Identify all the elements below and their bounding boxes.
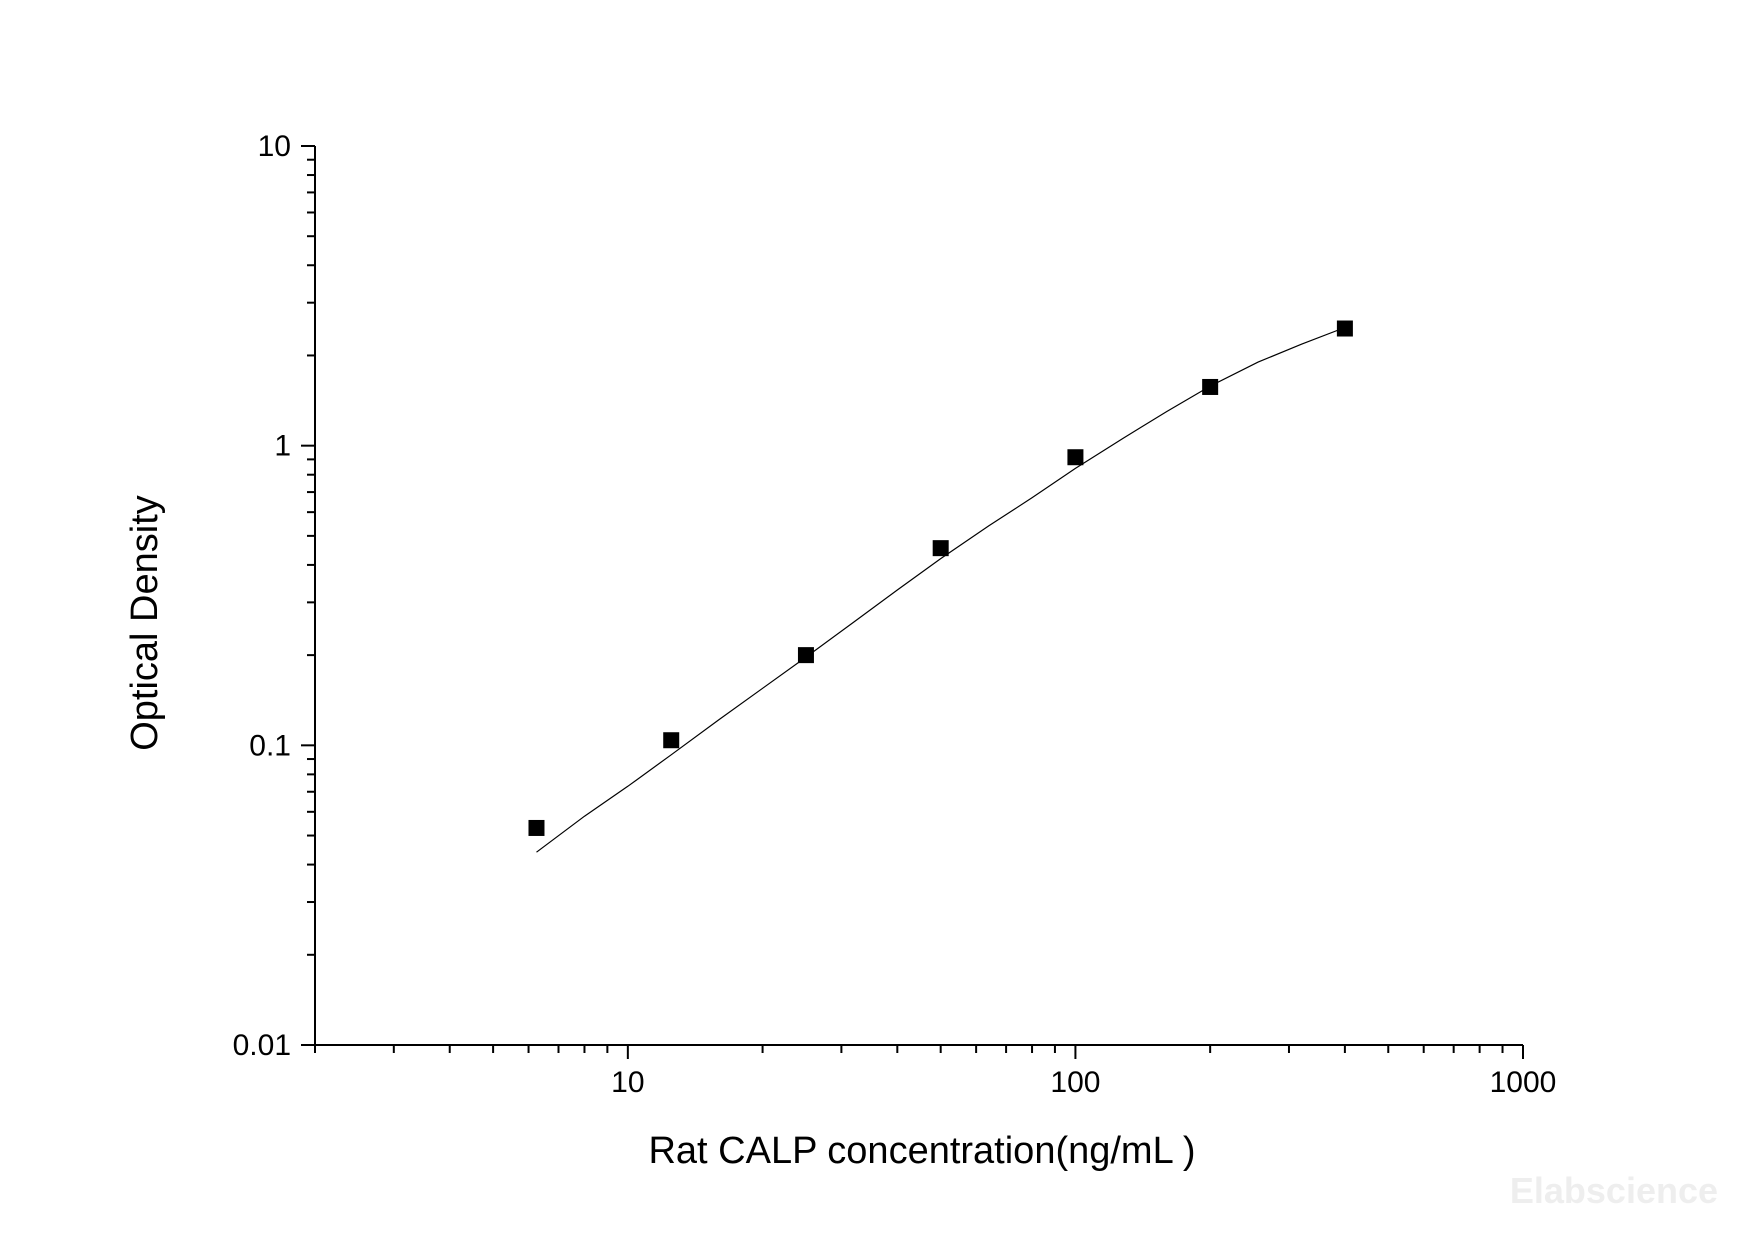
y-tick-label: 0.01 xyxy=(233,1029,291,1062)
data-point xyxy=(797,647,814,664)
x-tick-label: 1000 xyxy=(1490,1066,1557,1099)
data-point xyxy=(1336,320,1353,337)
fit-curve xyxy=(536,326,1346,853)
y-axis-title: Optical Density xyxy=(124,495,166,751)
x-axis-tick-labels: 10 100 1000 xyxy=(611,1066,1556,1099)
y-tick-label: 1 xyxy=(274,430,291,463)
data-point xyxy=(1202,378,1219,395)
watermark-logo: Elabscience xyxy=(1510,1170,1718,1211)
data-point xyxy=(1067,449,1084,466)
data-points xyxy=(528,320,1353,836)
x-tick-label: 100 xyxy=(1050,1066,1100,1099)
y-axis-ticks xyxy=(301,145,315,1046)
data-point xyxy=(528,819,545,836)
x-tick-label: 10 xyxy=(611,1066,644,1099)
y-tick-label: 10 xyxy=(258,130,291,163)
y-axis-tick-labels: 0.01 0.1 1 10 xyxy=(233,130,291,1062)
x-axis-title: Rat CALP concentration(ng/mL ) xyxy=(648,1130,1195,1172)
axes xyxy=(314,146,1523,1046)
data-point xyxy=(932,540,949,557)
data-point xyxy=(663,732,680,749)
y-tick-label: 0.1 xyxy=(249,729,291,762)
x-axis-ticks xyxy=(314,1045,1524,1059)
